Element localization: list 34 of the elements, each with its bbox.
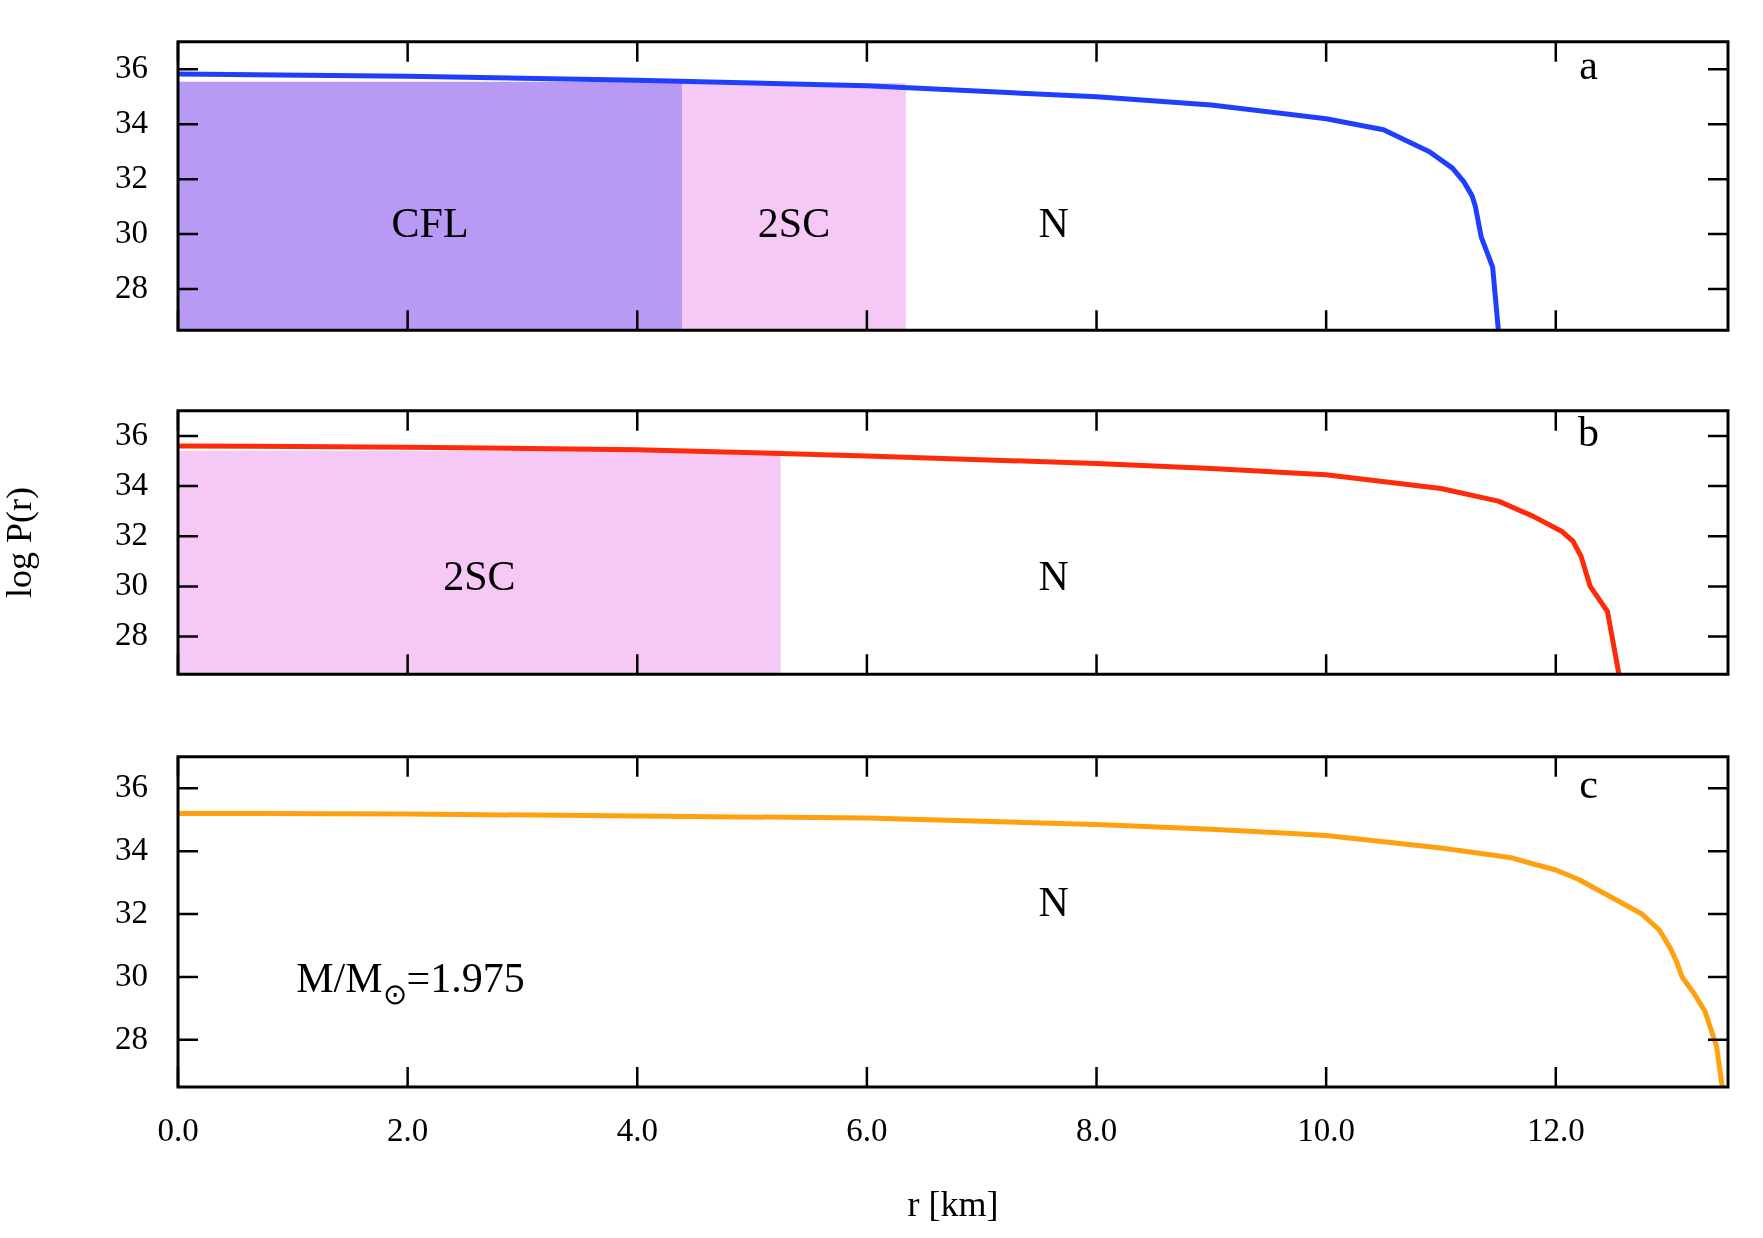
y-tick-label: 30 [115,956,148,993]
annotation: a [1579,41,1599,88]
annotation: N [1038,200,1069,247]
annotation: M/M⊙=1.975 [296,955,525,1010]
y-tick-label: 32 [115,893,148,930]
y-tick-label: 32 [115,158,148,195]
y-tick-label: 36 [115,415,148,452]
y-tick-label: 30 [115,213,148,250]
series-label: CFL [391,200,469,247]
x-tick-label: 6.0 [846,1112,888,1149]
annotation: c [1579,760,1598,807]
x-axis-title: r [km] [907,1183,999,1224]
annotation: N [1038,879,1069,926]
y-tick-label: 28 [115,268,148,305]
series-label: 2SC [757,200,831,247]
series-label: 2SC [443,553,516,600]
y-tick-label: 32 [115,515,148,552]
y-tick-label: 34 [115,103,148,140]
y-tick-label: 28 [115,1019,148,1056]
annotation: b [1578,408,1599,455]
x-tick-label: 2.0 [387,1112,429,1149]
y-tick-label: 36 [115,48,148,85]
x-tick-label: 10.0 [1297,1112,1356,1149]
x-tick-label: 8.0 [1075,1112,1118,1149]
x-tick-label: 4.0 [616,1112,658,1149]
x-tick-label: 12.0 [1526,1112,1585,1149]
y-tick-label: 30 [115,566,148,603]
y-axis-title: log P(r) [0,487,40,598]
y-tick-label: 36 [115,767,148,804]
y-tick-label: 28 [115,616,148,653]
annotation: N [1038,553,1069,600]
y-tick-label: 34 [115,465,148,502]
y-tick-label: 34 [115,830,148,867]
x-tick-label: 0.0 [157,1112,199,1149]
